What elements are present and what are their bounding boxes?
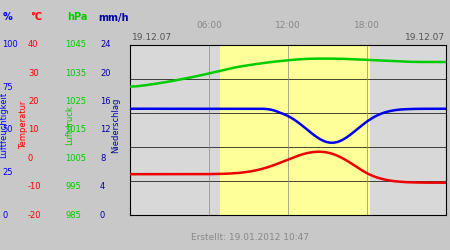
Text: 995: 995 [65, 182, 81, 191]
Text: °C: °C [31, 12, 43, 22]
Text: 18:00: 18:00 [354, 21, 380, 30]
Text: 1045: 1045 [65, 40, 86, 50]
Text: 24: 24 [100, 40, 110, 50]
Text: 985: 985 [65, 210, 81, 220]
Text: 19.12.07: 19.12.07 [405, 34, 446, 42]
Bar [220, 45, 370, 215]
Text: -20: -20 [28, 210, 41, 220]
Text: mm/h: mm/h [98, 12, 129, 22]
Text: 19.12.07: 19.12.07 [132, 34, 172, 42]
Text: 30: 30 [28, 69, 39, 78]
Text: 0: 0 [100, 210, 105, 220]
Text: 20: 20 [100, 69, 110, 78]
Text: 10: 10 [28, 126, 38, 134]
Text: Erstellt: 19.01.2012 10:47: Erstellt: 19.01.2012 10:47 [191, 233, 309, 242]
Text: 1015: 1015 [65, 126, 86, 134]
Text: %: % [2, 12, 12, 22]
Text: hPa: hPa [68, 12, 88, 22]
Text: Temperatur: Temperatur [19, 101, 28, 149]
Text: 40: 40 [28, 40, 38, 50]
Text: 100: 100 [2, 40, 18, 50]
Text: 0: 0 [2, 210, 8, 220]
Text: 75: 75 [2, 83, 13, 92]
Text: -10: -10 [28, 182, 41, 191]
Text: 1025: 1025 [65, 97, 86, 106]
Text: 25: 25 [2, 168, 13, 177]
Text: 1005: 1005 [65, 154, 86, 163]
Text: 20: 20 [28, 97, 38, 106]
Text: 0: 0 [28, 154, 33, 163]
Text: 12:00: 12:00 [275, 21, 301, 30]
Text: 4: 4 [100, 182, 105, 191]
Text: 8: 8 [100, 154, 105, 163]
Text: 12: 12 [100, 126, 110, 134]
Text: 1035: 1035 [65, 69, 86, 78]
Text: Niederschlag: Niederschlag [112, 97, 121, 153]
Text: 50: 50 [2, 126, 13, 134]
Text: Luftdruck: Luftdruck [65, 105, 74, 145]
Text: 16: 16 [100, 97, 111, 106]
Text: Luftfeuchtigkeit: Luftfeuchtigkeit [0, 92, 8, 158]
Text: 06:00: 06:00 [196, 21, 222, 30]
